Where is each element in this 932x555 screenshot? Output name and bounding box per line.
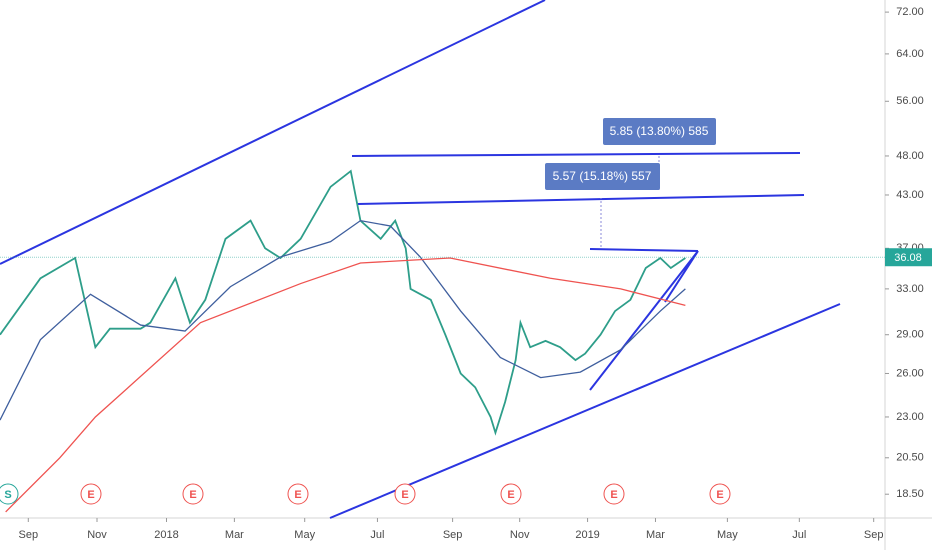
event-marker[interactable] [394,483,416,505]
event-label: E [294,489,301,501]
measure-label: 5.57 (15.18%) 557 [553,169,652,183]
x-tick-label: 2018 [154,529,178,541]
y-tick-label: 72.00 [896,6,924,18]
event-marker[interactable] [287,483,309,505]
y-tick-label: 29.00 [896,329,924,341]
trend-line [351,152,801,157]
event-label: E [87,489,94,501]
y-tick-label: 48.00 [896,150,924,162]
event-marker[interactable] [182,483,204,505]
y-tick-label: 56.00 [896,95,924,107]
x-tick-label: Nov [510,529,530,541]
event-label: E [610,489,617,501]
event-label: E [401,489,408,501]
y-tick-label: 23.00 [896,411,924,423]
event-marker[interactable] [500,483,522,505]
event-label: E [189,489,196,501]
x-tick-label: Sep [18,529,38,541]
y-tick-label: 18.50 [896,488,924,500]
event-marker[interactable] [80,483,102,505]
event-marker[interactable] [709,483,731,505]
event-label: E [716,489,723,501]
y-tick-label: 64.00 [896,48,924,60]
y-tick-label: 20.50 [896,452,924,464]
trend-line [589,248,699,252]
drawings [0,0,841,519]
measure-box [603,118,716,145]
trend-line [0,0,546,265]
event-label: E [507,489,514,501]
trend-line [357,194,805,205]
trend-line [329,303,841,519]
price-line [5,257,686,513]
measure-box [545,163,660,190]
x-tick-label: Sep [864,529,884,541]
x-tick-label: May [717,529,738,541]
last-price-label: 36.08 [894,252,922,264]
x-tick-label: Sep [443,529,463,541]
x-tick-label: 2019 [575,529,599,541]
y-tick-label: 33.00 [896,283,924,295]
x-tick-label: Mar [225,529,244,541]
y-tick-label: 43.00 [896,189,924,201]
x-tick-label: Jul [370,529,384,541]
price-line [0,169,686,436]
events: S E E E E E E E [0,483,731,505]
event-marker[interactable] [0,483,19,505]
event-label: S [4,489,11,501]
y-tick-label: 26.00 [896,367,924,379]
last-price-box [885,248,932,267]
x-tick-label: May [294,529,315,541]
x-tick-label: Mar [646,529,665,541]
event-marker[interactable] [603,483,625,505]
measure-label: 5.85 (13.80%) 585 [610,124,709,138]
x-tick-label: Jul [792,529,806,541]
x-tick-label: Nov [87,529,107,541]
price-line [0,219,686,421]
